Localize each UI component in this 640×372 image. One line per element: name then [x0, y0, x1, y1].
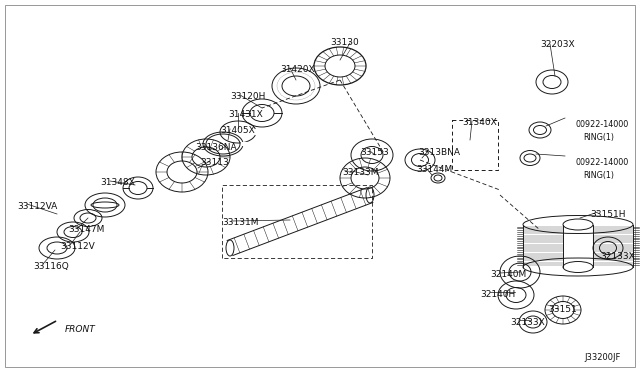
Text: 31405X: 31405X	[220, 126, 255, 135]
Text: J33200JF: J33200JF	[584, 353, 620, 362]
Text: 33151H: 33151H	[590, 210, 625, 219]
Text: 31348X: 31348X	[100, 178, 135, 187]
Text: 32133X: 32133X	[510, 318, 545, 327]
Text: 33120H: 33120H	[230, 92, 266, 101]
Text: 32133X: 32133X	[600, 252, 635, 261]
Text: RING(1): RING(1)	[583, 171, 614, 180]
Text: 33116Q: 33116Q	[33, 262, 68, 271]
Text: 31340X: 31340X	[462, 118, 497, 127]
Text: 33147M: 33147M	[68, 225, 104, 234]
Text: 33133M: 33133M	[342, 168, 378, 177]
Text: 33112VA: 33112VA	[17, 202, 57, 211]
Text: 33112V: 33112V	[60, 242, 95, 251]
Text: 31420X: 31420X	[280, 65, 315, 74]
Text: 00922-14000: 00922-14000	[575, 120, 628, 129]
Text: 33144M: 33144M	[416, 165, 452, 174]
Text: 00922-14000: 00922-14000	[575, 158, 628, 167]
Text: RING(1): RING(1)	[583, 133, 614, 142]
Text: 33131M: 33131M	[222, 218, 259, 227]
Text: 32140M: 32140M	[490, 270, 526, 279]
Text: 33130: 33130	[330, 38, 359, 47]
Text: 32140H: 32140H	[480, 290, 515, 299]
Text: 33113: 33113	[200, 158, 228, 167]
Text: 33151: 33151	[548, 305, 577, 314]
Text: FRONT: FRONT	[65, 325, 96, 334]
Text: 33136NA: 33136NA	[195, 143, 237, 152]
Text: 32203X: 32203X	[540, 40, 575, 49]
Text: 3313BNA: 3313BNA	[418, 148, 460, 157]
Text: 31431X: 31431X	[228, 110, 263, 119]
Text: 33153: 33153	[360, 148, 388, 157]
